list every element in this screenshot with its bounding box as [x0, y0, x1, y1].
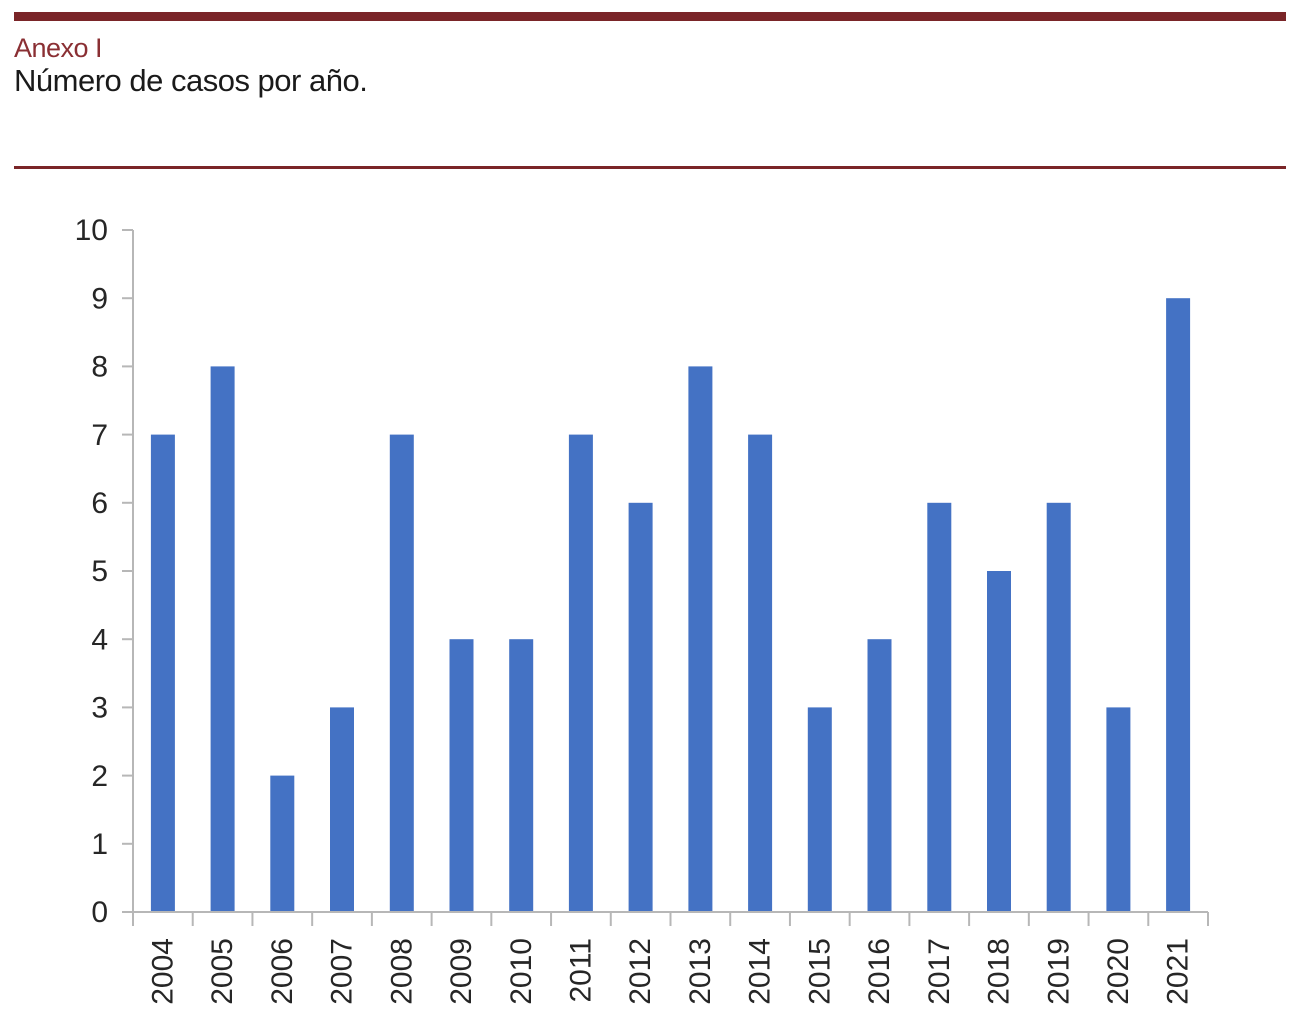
x-tick-label: 2018	[983, 938, 1016, 1005]
bar-2009	[449, 639, 474, 912]
y-tick-label: 2	[91, 760, 108, 793]
x-tick-label: 2019	[1042, 938, 1075, 1005]
x-tick-label: 2006	[266, 938, 299, 1005]
bar-2019	[1046, 502, 1071, 912]
x-tick-label: 2021	[1162, 938, 1195, 1005]
x-tick-label: 2009	[445, 938, 478, 1005]
bar-2007	[330, 707, 354, 912]
x-tick-label: 2014	[744, 938, 777, 1005]
bar-2020	[1106, 707, 1131, 912]
bar-2014	[748, 434, 773, 912]
bar-2012	[628, 502, 653, 912]
top-accent-bar	[14, 12, 1286, 21]
y-tick-label: 3	[91, 692, 108, 725]
bar-chart-svg: 0 1 2 3 4 5 6 7 8 9 10 2004 2005 2006 2007 2008 2009 2010…	[75, 214, 1209, 1005]
divider-rule	[14, 166, 1286, 169]
bar-2006	[270, 775, 295, 912]
y-tick-label: 8	[91, 351, 108, 384]
bar-2011	[568, 434, 593, 912]
bar-2017	[927, 502, 952, 912]
x-tick-label: 2017	[923, 938, 956, 1005]
bar-2008	[389, 434, 414, 912]
x-tick-label: 2015	[803, 938, 836, 1005]
y-tick-label: 4	[91, 623, 108, 656]
bar-2015	[807, 707, 832, 912]
y-tick-label: 6	[91, 487, 108, 520]
y-tick-label: 0	[91, 896, 108, 929]
bar-2018	[987, 571, 1011, 912]
figure-caption: Número de casos por año.	[14, 63, 368, 98]
annex-title: Anexo I	[14, 33, 103, 63]
x-tick-label: 2012	[624, 938, 657, 1005]
y-tick-label: 9	[91, 282, 108, 315]
x-tick-label: 2005	[206, 938, 239, 1005]
y-tick-label: 7	[91, 419, 108, 452]
bar-2010	[509, 639, 534, 912]
bar-2016	[867, 639, 892, 912]
x-tick-label: 2004	[147, 938, 180, 1005]
bar-2021	[1166, 298, 1191, 912]
y-tick-label: 5	[91, 555, 108, 588]
x-tick-label: 2011	[565, 938, 598, 1003]
x-tick-label: 2007	[326, 938, 359, 1005]
y-tick-label: 10	[75, 214, 108, 247]
y-tick-label: 1	[91, 828, 108, 861]
bar-chart: 0 1 2 3 4 5 6 7 8 9 10 2004 2005 2006 2007 2008 2009 2010…	[0, 180, 1302, 1034]
x-tick-label: 2010	[505, 938, 538, 1005]
bar-2004	[150, 434, 175, 912]
x-tick-label: 2008	[385, 938, 418, 1005]
bar-2005	[210, 366, 235, 912]
x-tick-label: 2013	[684, 938, 717, 1005]
x-tick-label: 2016	[863, 938, 896, 1005]
bar-2013	[688, 366, 713, 912]
x-tick-label: 2020	[1102, 938, 1135, 1005]
